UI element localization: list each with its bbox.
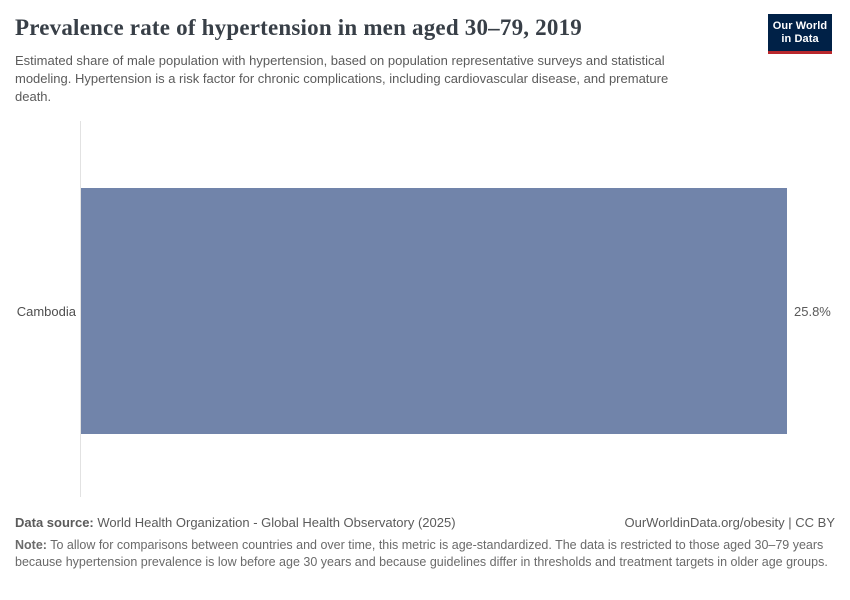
owid-license-link[interactable]: OurWorldinData.org/obesity | CC BY (624, 515, 836, 530)
data-source-line: Data source: World Health Organization -… (15, 514, 456, 531)
owid-logo-line1: Our World (772, 19, 828, 32)
owid-logo[interactable]: Our World in Data (768, 14, 832, 54)
y-axis-line (80, 121, 81, 497)
chart-title: Prevalence rate of hypertension in men a… (15, 15, 582, 40)
note-label: Note: (15, 538, 47, 552)
note-text: Note: To allow for comparisons between c… (15, 537, 837, 571)
source-row: Data source: World Health Organization -… (15, 514, 835, 531)
chart-subtitle: Estimated share of male population with … (15, 53, 669, 104)
bar-track (81, 188, 787, 434)
note-body: To allow for comparisons between countri… (15, 538, 828, 569)
data-source-text: World Health Organization - Global Healt… (97, 515, 456, 530)
value-label-cambodia: 25.8% (794, 304, 831, 319)
data-source-label: Data source: (15, 515, 94, 530)
bar-cambodia[interactable] (81, 188, 787, 434)
entity-label-cambodia: Cambodia (16, 304, 76, 319)
owid-logo-line2: in Data (781, 32, 819, 45)
